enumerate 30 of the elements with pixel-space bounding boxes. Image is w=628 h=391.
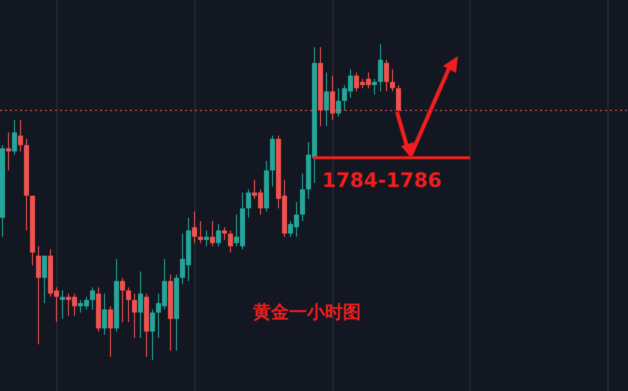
candlestick: [18, 119, 23, 152]
candlestick: [222, 226, 227, 240]
candlestick: [390, 68, 395, 92]
candlestick: [336, 88, 341, 118]
candlestick: [216, 224, 221, 247]
candlestick: [246, 188, 251, 218]
candlestick: [108, 306, 113, 358]
candlestick: [120, 277, 125, 323]
candlestick: [126, 286, 131, 323]
candlestick: [198, 220, 203, 244]
candlestick: [60, 290, 65, 320]
candlestick: [324, 72, 329, 127]
candlestick: [150, 308, 155, 360]
candlestick: [378, 44, 383, 92]
candlestick: [228, 230, 233, 254]
candlestick: [6, 132, 11, 171]
candlestick: [138, 271, 143, 338]
text: 黄金一小时图: [252, 302, 361, 323]
annotation: 1784-1786: [322, 168, 442, 192]
candlestick: [90, 286, 95, 310]
candlestick: [132, 293, 137, 338]
candlestick: [210, 220, 215, 247]
candlestick: [36, 246, 41, 345]
candlestick: [102, 293, 107, 336]
candlestick: [12, 119, 17, 156]
candlestick: [372, 78, 377, 96]
candlestick: [42, 255, 47, 304]
candlestick: [204, 230, 209, 247]
candlestick: [384, 59, 389, 92]
candlestick: [192, 210, 197, 244]
